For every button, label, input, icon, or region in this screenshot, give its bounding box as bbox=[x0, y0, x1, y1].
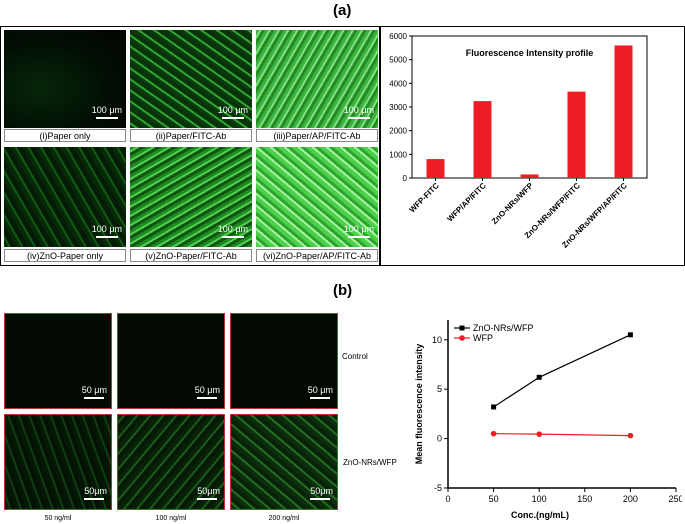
y-tick-label: -5 bbox=[434, 483, 442, 493]
y-tick-label: 3000 bbox=[389, 103, 407, 112]
data-point bbox=[490, 430, 497, 437]
bar bbox=[473, 101, 492, 178]
data-point bbox=[536, 374, 542, 380]
caption-zno-paper-fitc-ab: (v)ZnO-Paper/FITC-Ab bbox=[130, 249, 252, 262]
bar bbox=[520, 174, 539, 178]
micrograph-zno-paper-ap-fitc-ab: 100 μm bbox=[256, 147, 378, 247]
x-axis-label: Conc.(ng/mL) bbox=[511, 510, 569, 520]
bar bbox=[614, 45, 633, 178]
caption-zno-paper-only: (iv)ZnO-Paper only bbox=[4, 249, 126, 262]
scale-label: 100 μm bbox=[91, 224, 122, 234]
panel-b-label: (b) bbox=[333, 282, 353, 299]
scale-label: 50 μm bbox=[81, 385, 107, 395]
y-tick-label: 10 bbox=[432, 335, 442, 345]
y-tick-label: 6000 bbox=[389, 32, 407, 41]
scale-label: 50μm bbox=[84, 486, 107, 496]
panel-a-label: (a) bbox=[333, 2, 352, 19]
x-tick-label: 100 bbox=[532, 494, 547, 504]
x-tick-label: ZnO-NRs/WFP bbox=[490, 181, 535, 226]
scale-label: 50μm bbox=[310, 486, 333, 496]
x-tick-label: 150 bbox=[577, 494, 592, 504]
data-point bbox=[627, 432, 634, 439]
row-label-zno-nrs-wfp: ZnO-NRs/WFP bbox=[343, 458, 397, 467]
data-point bbox=[627, 332, 633, 338]
y-tick-label: 5 bbox=[437, 384, 442, 394]
x-tick-label: 0 bbox=[445, 494, 450, 504]
panel-a-divider bbox=[379, 26, 381, 266]
col-label-50: 50 ng/ml bbox=[44, 515, 72, 522]
y-tick-label: 4000 bbox=[389, 79, 407, 88]
micrograph-control-100: 50 μm bbox=[117, 313, 225, 409]
x-tick-label: 50 bbox=[489, 494, 499, 504]
y-tick-label: 0 bbox=[437, 434, 442, 444]
micrograph-zno-paper-only: 100 μm bbox=[4, 147, 126, 247]
micrograph-zno-50: 50μm bbox=[4, 414, 112, 510]
micrograph-control-50: 50 μm bbox=[4, 313, 112, 409]
legend-label: ZnO-NRs/WFP bbox=[473, 323, 534, 333]
legend-label: WFP bbox=[473, 333, 493, 343]
data-point bbox=[491, 404, 497, 410]
micrograph-zno-paper-fitc-ab: 100 μm bbox=[130, 147, 252, 247]
scale-label: 100 μm bbox=[91, 105, 122, 115]
micrograph-zno-100: 50μm bbox=[117, 414, 225, 510]
x-tick-label: WFP/AP/FITC bbox=[445, 181, 488, 224]
micrograph-control-200: 50 μm bbox=[230, 313, 338, 409]
y-axis-label: Mean fluorescence intensity bbox=[414, 344, 424, 465]
bar bbox=[426, 159, 445, 178]
series-line bbox=[493, 433, 631, 437]
legend-marker bbox=[459, 335, 465, 341]
y-tick-label: 0 bbox=[403, 174, 408, 183]
bar-chart: 0 1000 2000 3000 4000 5000 6000 Fluorescence In… bbox=[389, 32, 648, 250]
scale-label: 100 μm bbox=[217, 224, 248, 234]
chart-title: Fluorescence Intensity profile bbox=[466, 48, 594, 58]
scale-label: 50 μm bbox=[307, 385, 333, 395]
col-label-100: 100 ng/ml bbox=[155, 515, 187, 522]
series-line bbox=[493, 334, 631, 408]
legend-marker bbox=[459, 325, 465, 331]
caption-zno-paper-ap-fitc-ab: (vi)ZnO-Paper/AP/FITC-Ab bbox=[256, 249, 378, 262]
scale-label: 100 μm bbox=[217, 105, 248, 115]
x-tick-label: 250 bbox=[668, 494, 682, 504]
micrograph-paper-fitc-ab: 100 μm bbox=[130, 30, 252, 128]
scale-label: 100 μm bbox=[343, 224, 374, 234]
caption-paper-only: (i)Paper only bbox=[4, 129, 126, 142]
y-tick-label: 5000 bbox=[389, 56, 407, 65]
y-tick-label: 1000 bbox=[389, 150, 407, 159]
micrograph-paper-only: 100 μm bbox=[4, 30, 126, 128]
x-tick-label: WFP-FITC bbox=[408, 181, 442, 215]
data-point bbox=[536, 431, 542, 437]
scale-label: 50μm bbox=[197, 486, 220, 496]
scale-label: 100 μm bbox=[343, 105, 374, 115]
x-tick-label: 200 bbox=[623, 494, 638, 504]
y-tick-label: 2000 bbox=[389, 127, 407, 136]
caption-paper-fitc-ab: (ii)Paper/FITC-Ab bbox=[130, 129, 252, 142]
micrograph-zno-200: 50μm bbox=[230, 414, 338, 510]
col-label-200: 200 ng/ml bbox=[268, 515, 300, 522]
micrograph-paper-ap-fitc-ab: 100 μm bbox=[256, 30, 378, 128]
bar bbox=[567, 91, 586, 178]
row-label-control: Control bbox=[342, 352, 368, 361]
caption-paper-ap-fitc-ab: (iii)Paper/AP/FITC-Ab bbox=[256, 129, 378, 142]
scale-label: 50 μm bbox=[194, 385, 220, 395]
